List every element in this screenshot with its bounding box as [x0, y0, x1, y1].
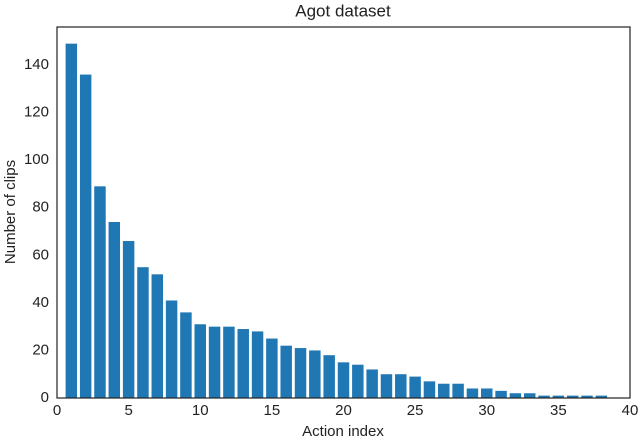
chart-title: Agot dataset [295, 1, 391, 20]
bar [466, 388, 479, 398]
bar [94, 186, 106, 398]
bar [151, 274, 164, 398]
x-axis-label: Action index [302, 423, 384, 440]
bar [65, 43, 78, 399]
bar [165, 300, 178, 398]
y-tick-label: 80 [32, 199, 49, 216]
bar [251, 331, 264, 398]
x-tick-label: 10 [192, 402, 209, 419]
bar [395, 374, 407, 398]
bar [552, 395, 565, 398]
bar [423, 381, 436, 398]
y-tick-label: 0 [41, 389, 49, 406]
bar [137, 267, 149, 398]
bar [566, 395, 579, 398]
bar [352, 364, 364, 398]
bar [337, 362, 350, 398]
y-tick-label: 60 [32, 246, 49, 263]
x-tick-label: 40 [622, 402, 639, 419]
bar [409, 376, 421, 398]
bar [194, 324, 206, 398]
bar [581, 395, 593, 398]
bar [223, 326, 235, 398]
bar [452, 383, 464, 398]
bar [108, 222, 121, 398]
bar [180, 312, 192, 398]
bar [323, 355, 335, 398]
y-tick-label: 40 [32, 294, 49, 311]
bar [595, 395, 608, 398]
x-tick-label: 0 [53, 402, 61, 419]
y-tick-label: 20 [32, 341, 49, 358]
bar [509, 393, 522, 398]
x-tick-label: 30 [478, 402, 495, 419]
bar [309, 350, 321, 398]
bar [237, 329, 249, 398]
y-tick-label: 120 [24, 104, 49, 121]
bar [438, 383, 450, 398]
bar [523, 393, 536, 398]
x-tick-label: 25 [407, 402, 424, 419]
bar [380, 374, 393, 398]
x-tick-label: 5 [124, 402, 132, 419]
bar [495, 390, 507, 398]
bar [280, 345, 292, 398]
bar [208, 326, 221, 398]
bar [481, 388, 493, 398]
bar [266, 338, 278, 398]
plot-frame [56, 26, 631, 399]
bar [366, 369, 378, 398]
x-tick-label: 15 [264, 402, 281, 419]
y-axis-label: Number of clips [2, 160, 19, 264]
bar [294, 348, 307, 398]
bar [538, 395, 550, 398]
x-tick-label: 35 [550, 402, 567, 419]
y-tick-label: 100 [24, 151, 49, 168]
bar [122, 241, 135, 398]
y-tick-label: 140 [24, 56, 49, 73]
x-tick-label: 20 [335, 402, 352, 419]
bar [79, 74, 92, 399]
